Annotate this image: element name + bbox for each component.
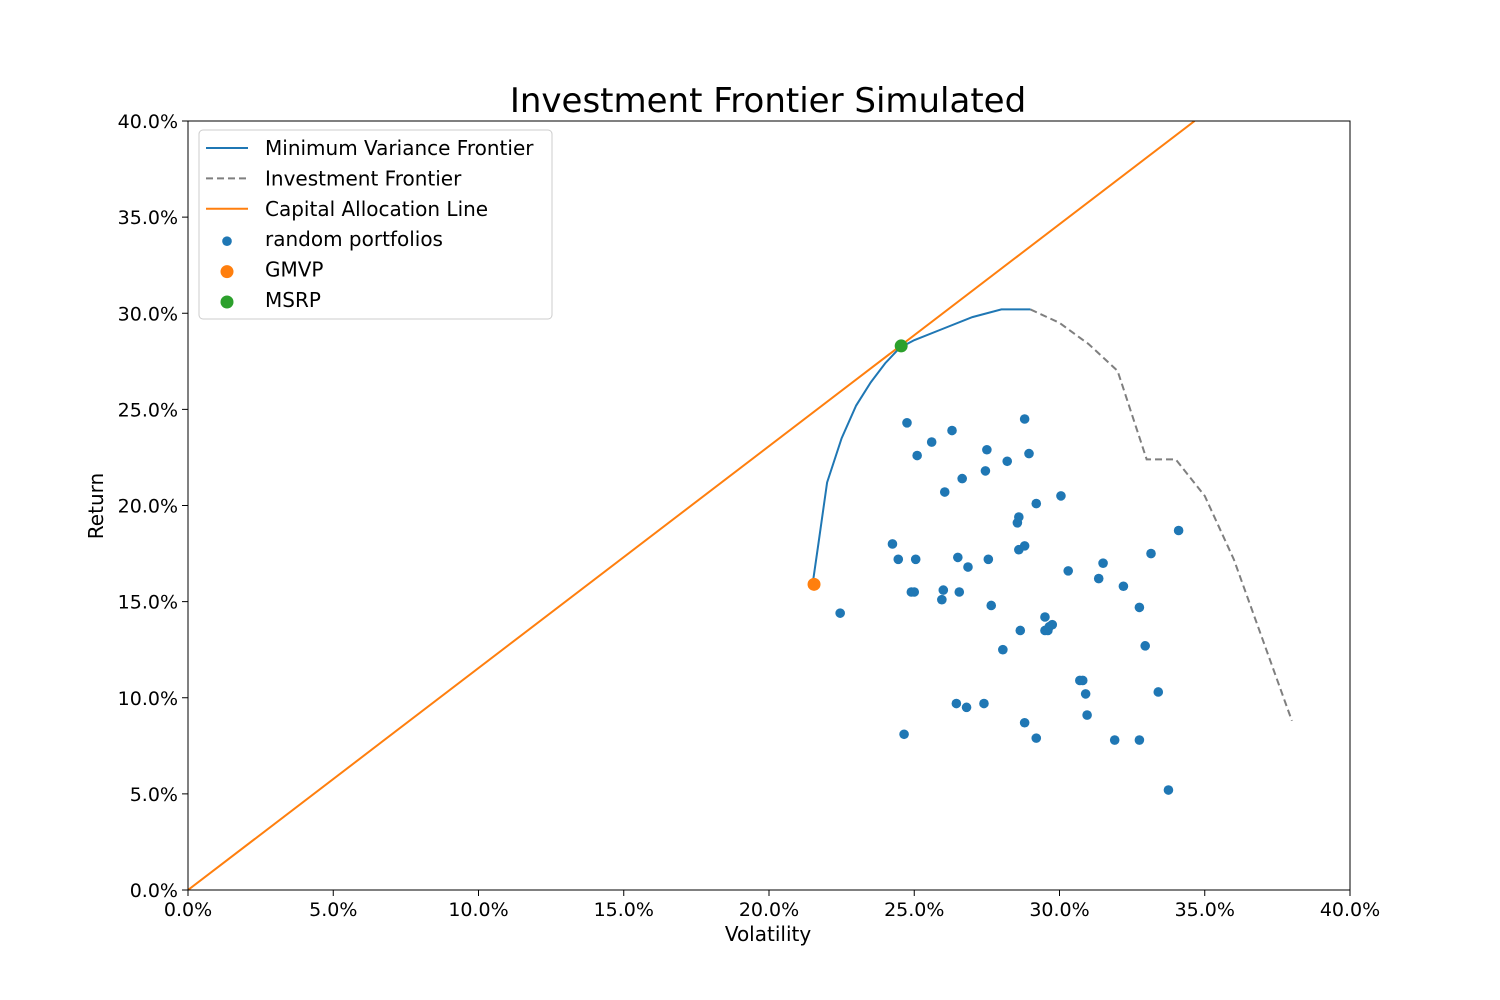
random-portfolio-point — [980, 466, 991, 476]
random-portfolio-point — [1031, 733, 1042, 743]
legend-label-gmvp: GMVP — [265, 258, 324, 282]
random-portfolio-point — [1040, 612, 1050, 622]
random-portfolio-point — [937, 594, 947, 605]
legend-box — [198, 129, 553, 320]
y-tick-label: 0.0% — [130, 880, 178, 902]
x-axis: 0.0% 5.0% 10.0% 15.0% 20.0% 25.0% 30.0% 35.0% 40… — [164, 890, 1380, 921]
x-tick-label: 30.0% — [1029, 899, 1089, 921]
random-portfolio-point — [1019, 414, 1030, 424]
random-portfolio-point — [887, 539, 898, 549]
random-portfolio-point — [947, 425, 957, 436]
random-portfolio-point — [893, 554, 904, 565]
random-portfolio-point — [1082, 710, 1092, 720]
random-portfolio-point — [1002, 456, 1013, 467]
legend-label-minimum-variance-frontier: Minimum Variance Frontier — [265, 136, 534, 160]
random-portfolio-point — [961, 702, 972, 713]
random-portfolio-point — [954, 587, 965, 597]
legend-label-random-portfolios: random portfolios — [265, 227, 443, 251]
gmvp-marker — [807, 577, 821, 591]
random-portfolio-point — [835, 608, 845, 618]
random-portfolio-point — [1134, 735, 1145, 745]
legend-swatch-gmvp — [220, 265, 234, 279]
random-portfolio-point — [953, 552, 963, 563]
legend-label-msrp: MSRP — [265, 288, 321, 312]
legend: Minimum Variance Frontier Investment Fron… — [198, 129, 553, 320]
random-portfolio-point — [909, 587, 920, 597]
series-layer — [188, 121, 1293, 890]
random-portfolio-point — [1031, 498, 1042, 509]
x-tick-label: 10.0% — [448, 899, 508, 921]
random-portfolio-point — [1015, 625, 1026, 636]
random-portfolio-point — [938, 585, 949, 595]
y-tick-label: 15.0% — [118, 592, 178, 614]
random-portfolio-point — [939, 487, 950, 497]
minimum-variance-frontier-line — [811, 308, 1031, 585]
legend-label-investment-frontier: Investment Frontier — [265, 166, 462, 190]
y-axis-title: Return — [84, 473, 108, 539]
random-portfolio-point — [1014, 512, 1024, 522]
random-portfolio-point — [1173, 525, 1184, 536]
random-portfolio-point — [1019, 717, 1030, 728]
x-tick-label: 35.0% — [1175, 899, 1235, 921]
random-portfolio-point — [1098, 558, 1108, 568]
chart-title: Investment Frontier Simulated — [510, 81, 1026, 121]
random-portfolio-point — [998, 644, 1008, 655]
x-tick-label: 20.0% — [739, 899, 799, 921]
random-portfolio-point — [951, 698, 962, 709]
random-portfolio-point — [1019, 541, 1030, 551]
capital-allocation-line-line — [188, 121, 1196, 890]
random-portfolio-point — [1153, 687, 1164, 697]
y-axis: 0.0% 5.0% 10.0% 15.0% 20.0% 25.0% 30.0% 35.0% 40… — [118, 111, 188, 902]
random-portfolio-point — [1047, 619, 1058, 630]
random-portfolio-point — [983, 554, 994, 565]
y-tick-label: 25.0% — [118, 399, 178, 421]
random-portfolio-point — [1093, 573, 1104, 584]
random-portfolio-point — [1080, 689, 1091, 699]
random-portfolio-point — [986, 600, 997, 611]
x-tick-label: 25.0% — [884, 899, 944, 921]
random-portfolio-point — [910, 554, 921, 565]
random-portfolio-point — [1118, 581, 1129, 592]
legend-swatch-random-portfolios — [222, 236, 232, 246]
random-portfolio-point — [963, 562, 973, 572]
y-tick-label: 5.0% — [130, 784, 178, 806]
x-tick-label: 0.0% — [164, 899, 212, 921]
x-tick-label: 40.0% — [1320, 899, 1380, 921]
y-tick-label: 30.0% — [118, 303, 178, 325]
random-portfolio-point — [1056, 491, 1066, 501]
y-tick-label: 10.0% — [118, 688, 178, 710]
y-tick-label: 40.0% — [118, 111, 178, 133]
random-portfolio-point — [1134, 602, 1145, 613]
x-tick-label: 15.0% — [594, 899, 654, 921]
legend-label-capital-allocation-line: Capital Allocation Line — [265, 197, 488, 221]
random-portfolio-point — [979, 698, 989, 709]
random-portfolio-point — [1140, 641, 1150, 651]
x-tick-label: 5.0% — [309, 899, 357, 921]
random-portfolio-point — [1163, 785, 1174, 795]
y-tick-label: 35.0% — [118, 207, 178, 229]
random-portfolio-point — [1063, 566, 1074, 576]
random-portfolio-point — [902, 418, 912, 428]
x-axis-title: Volatility — [725, 922, 812, 946]
random-portfolio-point — [1024, 448, 1034, 459]
random-portfolio-point — [912, 450, 922, 461]
random-portfolio-point — [899, 729, 909, 740]
y-tick-label: 20.0% — [118, 496, 178, 518]
legend-swatch-msrp — [220, 295, 234, 309]
random-portfolio-point — [1146, 548, 1156, 559]
random-portfolio-point — [1109, 735, 1120, 745]
investment-frontier-line — [1030, 308, 1293, 722]
random-portfolio-point — [926, 437, 937, 447]
random-portfolio-point — [957, 473, 967, 484]
random-portfolio-point — [1077, 675, 1088, 686]
msrp-marker — [894, 339, 908, 353]
random-portfolio-point — [982, 444, 992, 455]
